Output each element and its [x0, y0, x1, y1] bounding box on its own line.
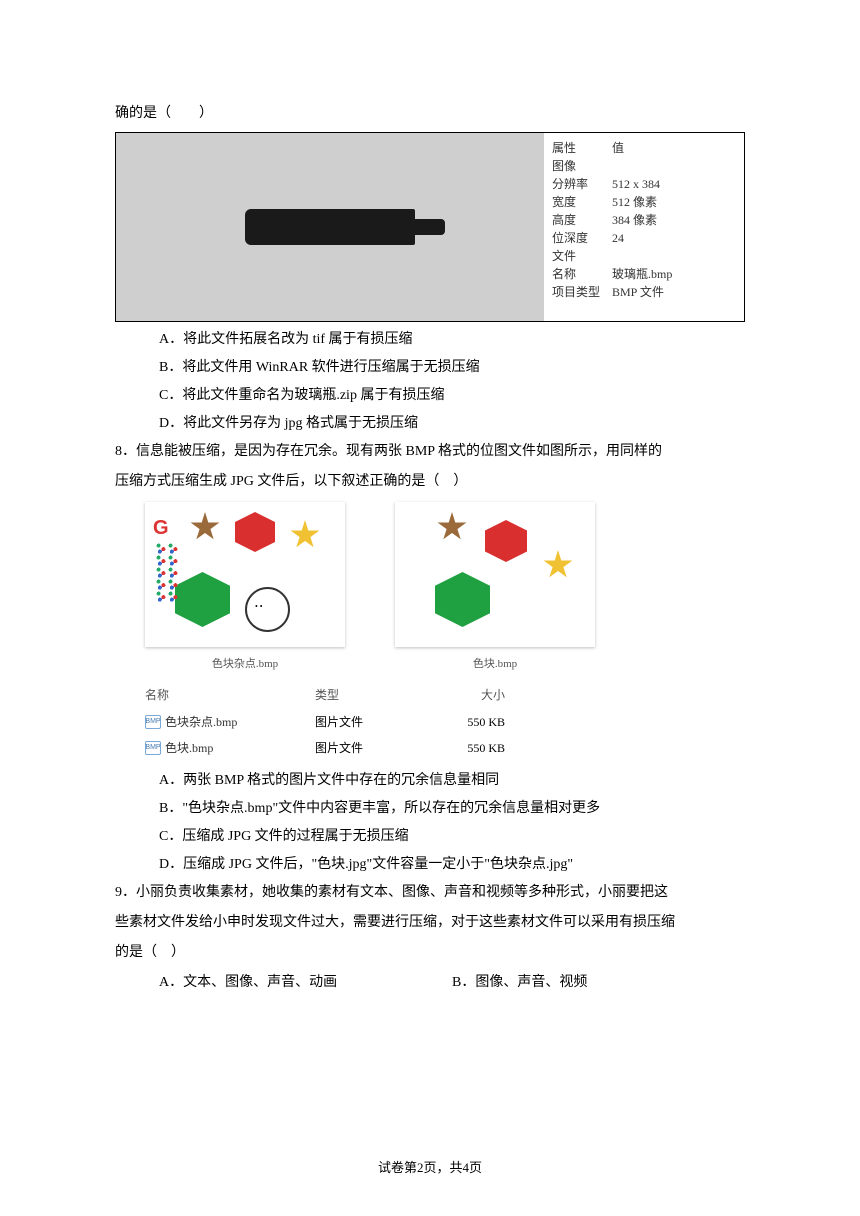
q7-option-a: A．将此文件拓展名改为 tif 属于有损压缩: [115, 326, 745, 354]
q9-stem-2: 些素材文件发给小申时发现文件过大，需要进行压缩，对于这些素材文件可以采用有损压缩: [115, 909, 745, 937]
page-footer: 试卷第2页，共4页: [0, 1155, 860, 1181]
question7-figure: 属性 值 图像 分辨率512 x 384 宽度512 像素 高度384 像素 位…: [115, 132, 745, 322]
q8-option-b: B．"色块杂点.bmp"文件中内容更丰富，所以存在的冗余信息量相对更多: [115, 795, 745, 823]
q8-option-d: D．压缩成 JPG 文件后，"色块.jpg"文件容量一定小于"色块杂点.jpg": [115, 851, 745, 879]
star-yellow-icon: [543, 550, 573, 580]
q7-option-c: C．将此文件重命名为玻璃瓶.zip 属于有损压缩: [115, 382, 745, 410]
q7-option-b: B．将此文件用 WinRAR 软件进行压缩属于无损压缩: [115, 354, 745, 382]
star-brown-icon: [190, 512, 220, 542]
bottle-photo: [116, 133, 544, 321]
properties-panel: 属性 值 图像 分辨率512 x 384 宽度512 像素 高度384 像素 位…: [544, 133, 744, 321]
hex-red-icon: [485, 520, 527, 562]
col-header-name: 名称: [145, 683, 315, 707]
file-row: BMP色块杂点.bmp 图片文件 550 KB: [145, 709, 525, 735]
prop-header-attr: 属性: [552, 139, 612, 157]
hex-green-icon: [435, 572, 490, 627]
confetti-noise: [155, 542, 180, 602]
file-table: 名称 类型 大小 BMP色块杂点.bmp 图片文件 550 KB BMP色块.b…: [145, 681, 525, 761]
q7-option-d: D．将此文件另存为 jpg 格式属于无损压缩: [115, 410, 745, 438]
star-yellow-icon: [290, 520, 320, 550]
bottle-shape: [245, 209, 415, 245]
q9-options-row: A．文本、图像、声音、动画 B．图像、声音、视频: [115, 969, 745, 997]
prop-group-file: 文件: [552, 247, 612, 265]
prop-group-image: 图像: [552, 157, 612, 175]
q9-option-a: A．文本、图像、声音、动画: [159, 969, 452, 997]
question-stem-fragment: 确的是（ ）: [115, 100, 745, 128]
prop-header-val: 值: [612, 139, 736, 157]
thumb-clean-caption: 色块.bmp: [395, 653, 595, 675]
file-row: BMP色块.bmp 图片文件 550 KB: [145, 735, 525, 761]
thumb-noisy-caption: 色块杂点.bmp: [145, 653, 345, 675]
q9-stem-3: 的是（ ）: [115, 939, 745, 967]
thumb-noisy: G • •: [145, 502, 345, 647]
q8-stem-2: 压缩方式压缩生成 JPG 文件后，以下叙述正确的是（ ）: [115, 468, 745, 496]
thumb-clean: [395, 502, 595, 647]
pig-doodle: • •: [245, 587, 290, 632]
q8-thumbnails: G • • 色块杂点.bmp 色块.bmp: [145, 502, 745, 675]
q8-option-c: C．压缩成 JPG 文件的过程属于无损压缩: [115, 823, 745, 851]
col-header-type: 类型: [315, 683, 425, 707]
hex-red-icon: [235, 512, 275, 552]
hex-green-icon: [175, 572, 230, 627]
q9-stem-1: 9．小丽负责收集素材，她收集的素材有文本、图像、声音和视频等多种形式，小丽要把这: [115, 879, 745, 907]
q9-option-b: B．图像、声音、视频: [452, 969, 745, 997]
bmp-file-icon: BMP: [145, 715, 161, 729]
q8-option-a: A．两张 BMP 格式的图片文件中存在的冗余信息量相同: [115, 767, 745, 795]
bmp-file-icon: BMP: [145, 741, 161, 755]
col-header-size: 大小: [425, 683, 515, 707]
star-brown-icon: [437, 512, 467, 542]
q8-stem-1: 8．信息能被压缩，是因为存在冗余。现有两张 BMP 格式的位图文件如图所示，用同…: [115, 438, 745, 466]
